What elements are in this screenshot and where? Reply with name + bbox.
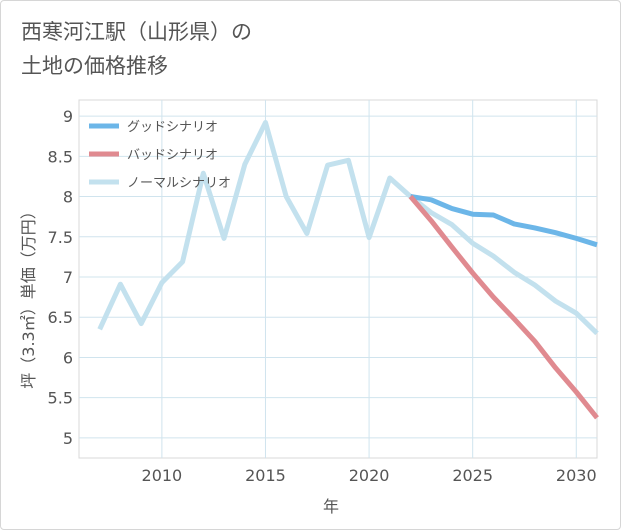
x-tick-2030: 2030	[556, 466, 597, 485]
point-normal-2007	[97, 327, 102, 332]
y-tick-6: 6	[63, 348, 73, 367]
point-bad-2027	[512, 316, 517, 321]
y-tick-8: 8	[63, 188, 73, 207]
legend-label-bad: バッドシナリオ	[127, 148, 218, 163]
x-axis-label: 年	[323, 497, 339, 516]
point-normal-2024	[450, 222, 455, 227]
point-normal-2025	[470, 241, 475, 246]
point-normal-2023	[429, 210, 434, 215]
legend-label-good: グッドシナリオ	[127, 120, 218, 135]
point-normal-2031	[595, 331, 600, 336]
x-tick-2015: 2015	[245, 466, 286, 485]
point-normal-2010	[159, 280, 164, 285]
y-axis-label: 坪（3.3㎡）単価（万円）	[19, 203, 38, 388]
chart-title-line2: 土地の価格推移	[21, 54, 168, 78]
x-tick-2020: 2020	[349, 466, 390, 485]
series-line-bad	[408, 194, 599, 420]
series-layer	[97, 120, 599, 420]
point-normal-2017	[304, 231, 309, 236]
x-tick-2010: 2010	[142, 466, 183, 485]
point-bad-2024	[450, 245, 455, 250]
chart-title-line1: 西寒河江駅（山形県）の	[21, 20, 252, 44]
y-tick-7-5: 7.5	[48, 228, 73, 247]
point-bad-2028	[532, 339, 537, 344]
point-normal-2016	[284, 194, 289, 199]
point-good-2029	[553, 230, 558, 235]
point-normal-2011	[180, 259, 185, 264]
grid	[79, 100, 597, 458]
point-bad-2022	[408, 194, 413, 199]
point-good-2030	[574, 236, 579, 241]
point-bad-2029	[553, 365, 558, 370]
point-bad-2030	[574, 390, 579, 395]
x-tick-2025: 2025	[452, 466, 493, 485]
point-good-2025	[470, 212, 475, 217]
y-tick-6-5: 6.5	[48, 308, 73, 327]
y-tick-7: 7	[63, 268, 73, 287]
point-normal-2018	[325, 163, 330, 168]
point-normal-2026	[491, 254, 496, 259]
y-tick-9: 9	[63, 107, 73, 126]
point-normal-2014	[242, 162, 247, 167]
point-good-2024	[450, 206, 455, 211]
point-normal-2013	[222, 236, 227, 241]
point-bad-2025	[470, 271, 475, 276]
point-normal-2021	[387, 176, 392, 181]
series-good	[410, 194, 600, 248]
point-bad-2023	[429, 218, 434, 223]
point-normal-2030	[574, 311, 579, 316]
point-normal-2028	[532, 283, 537, 288]
point-normal-2027	[512, 270, 517, 275]
point-normal-2019	[346, 158, 351, 163]
y-tick-8-5: 8.5	[48, 147, 73, 166]
y-tick-5: 5	[63, 429, 73, 448]
point-normal-2008	[118, 282, 123, 287]
point-normal-2015	[263, 120, 268, 125]
chart-title: 西寒河江駅（山形県）の 土地の価格推移	[21, 15, 252, 83]
legend-label-normal: ノーマルシナリオ	[127, 176, 231, 191]
y-tick-5-5: 5.5	[48, 389, 73, 408]
point-good-2031	[595, 242, 600, 247]
point-bad-2026	[491, 295, 496, 300]
point-normal-2012	[201, 171, 206, 176]
point-normal-2029	[553, 299, 558, 304]
point-good-2026	[491, 213, 496, 218]
point-good-2023	[429, 197, 434, 202]
series-line-good	[410, 194, 598, 248]
series-bad	[408, 194, 600, 420]
point-bad-2031	[595, 415, 600, 420]
series-line-normal	[97, 120, 599, 336]
series-normal	[97, 120, 599, 336]
ticks: 2010 2015 2020 2025 2030 5 5.5 6 6.5 7 7.5 8 8.5 9	[48, 107, 597, 485]
point-normal-2009	[139, 321, 144, 326]
point-normal-2020	[367, 235, 372, 240]
point-good-2028	[532, 225, 537, 230]
point-good-2027	[512, 221, 517, 226]
